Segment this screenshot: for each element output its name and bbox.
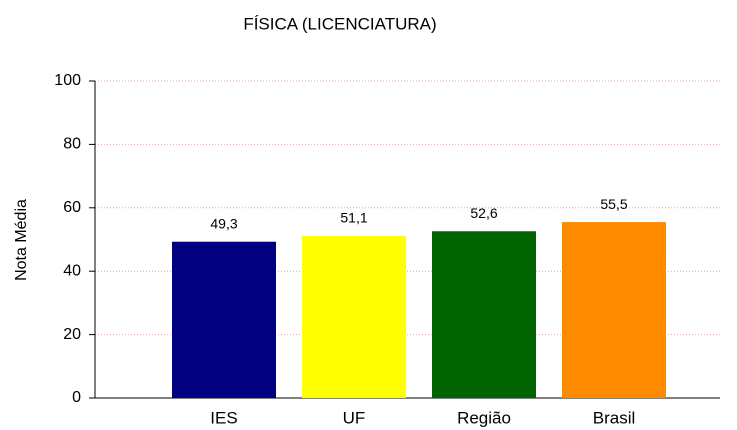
- y-axis-label: Nota Média: [13, 199, 30, 281]
- bar: [172, 241, 276, 398]
- x-tick-label: Brasil: [593, 408, 636, 427]
- value-label: 51,1: [340, 210, 367, 226]
- y-tick-label: 60: [63, 199, 81, 216]
- x-tick-label: IES: [210, 408, 237, 427]
- bar: [302, 236, 406, 398]
- y-tick-label: 20: [63, 326, 81, 343]
- y-tick-label: 0: [72, 389, 81, 406]
- bar: [432, 231, 536, 398]
- chart-title: FÍSICA (LICENCIATURA): [243, 14, 436, 33]
- value-label: 49,3: [210, 215, 237, 231]
- y-tick-label: 80: [63, 136, 81, 153]
- bar: [562, 222, 666, 398]
- value-label: 55,5: [600, 196, 627, 212]
- y-tick-label: 40: [63, 262, 81, 279]
- x-tick-label: Região: [457, 408, 511, 427]
- value-label: 52,6: [470, 205, 497, 221]
- y-tick-label: 100: [54, 72, 81, 89]
- x-tick-label: UF: [343, 408, 366, 427]
